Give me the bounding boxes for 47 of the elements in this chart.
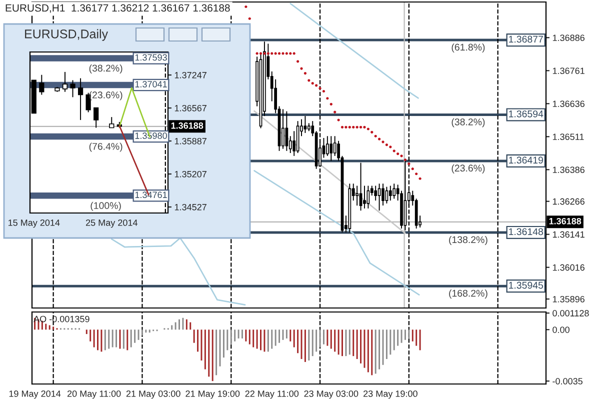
x-tick-label: 25 May 2014 [86,219,138,228]
annotation: (38.2%) [89,64,122,74]
y-tick-label: 1.36386 [552,166,584,174]
ref-line-label: 1.36877 [509,36,543,43]
annotation: AO -0.001359 [34,316,90,322]
y-tick-label: 1.35207 [174,170,206,178]
chart-title: EURUSD,Daily [25,29,108,41]
ref-line-label: 1.37593 [135,54,167,61]
ref-line-label: 1.36148 [509,228,544,236]
ref-line-label: 1.35945 [509,282,544,289]
y-tick-label: 0.001128 [552,310,589,316]
x-tick-label: 19 May 2014 [9,390,61,399]
y-tick-label: 1.36016 [552,264,584,271]
y-tick-label: 1.36511 [552,134,584,140]
annotation: (61.8%) [452,43,485,53]
ref-line-label: 1.36594 [509,110,544,118]
ref-line-label: 1.37041 [135,81,167,88]
x-tick-label: 15 May 2014 [8,219,60,228]
y-tick-label: -0.0035 [552,378,582,384]
annotation: (23.6%) [452,164,485,174]
y-tick-label: 1.35896 [552,296,584,302]
y-tick-label: 1.36761 [552,68,584,74]
ref-line-label: 1.36419 [509,156,543,164]
y-tick-label: 1.35887 [174,138,206,144]
annotation: (23.6%) [89,91,122,100]
annotation: (168.2%) [449,290,488,299]
x-tick-label: 21 May 19:00 [186,390,240,399]
annotation: (76.4%) [89,142,122,152]
y-tick-label: 1.36266 [552,198,584,205]
y-tick-label: 1.36141 [552,231,584,238]
y-tick-label: 0.00 [552,326,570,333]
y-tick-label: 1.36567 [174,104,206,112]
x-tick-label: 23 May 19:00 [364,390,418,399]
ref-line-label: 1.36188 [171,122,204,129]
x-tick-label: 21 May 03:00 [126,390,180,399]
annotation: (138.2%) [449,236,488,246]
ref-line-label: 1.36188 [549,218,582,224]
y-tick-label: 1.36636 [552,100,584,108]
annotation: (100%) [90,202,121,211]
y-tick-label: 1.34527 [174,204,206,210]
x-tick-label: 23 May 03:00 [304,390,358,399]
chart-title: EURUSD,H1 1.36177 1.36212 1.36167 1.36188 [6,4,230,13]
x-tick-label: 20 May 11:00 [67,390,121,399]
y-tick-label: 1.36886 [552,34,584,42]
annotation: (38.2%) [452,118,485,128]
y-tick-label: 1.37247 [174,72,206,78]
x-tick-label: 22 May 11:00 [245,390,299,399]
